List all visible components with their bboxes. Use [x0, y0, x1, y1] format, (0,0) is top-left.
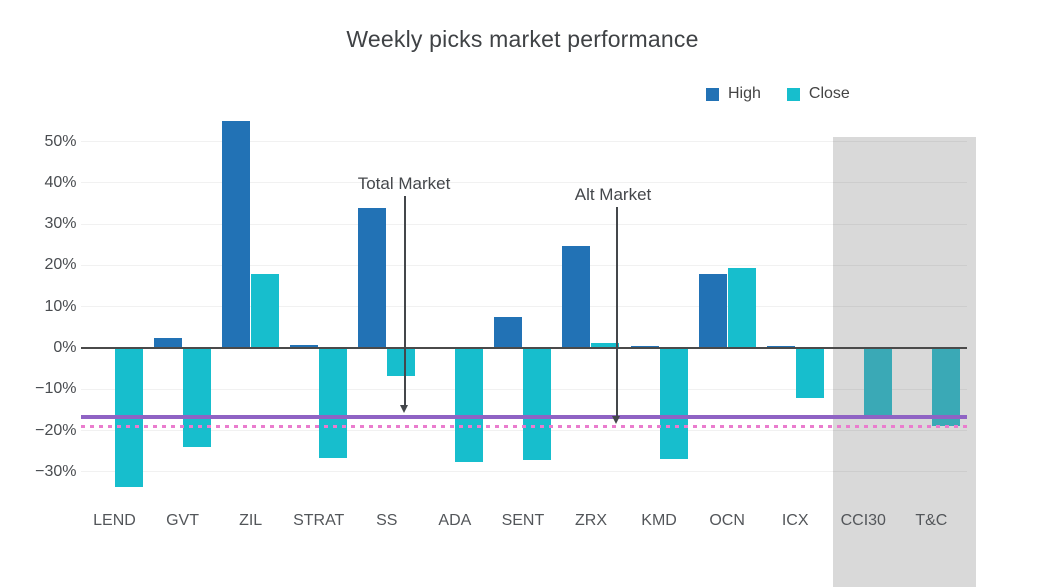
- gridline--30: [80, 471, 967, 473]
- legend-swatch-close-icon: [786, 87, 800, 101]
- bar-close-zil[interactable]: [251, 273, 280, 348]
- bar-close-kmd[interactable]: [659, 348, 688, 459]
- legend-swatch-high-icon: [706, 87, 719, 101]
- annotation-arrowhead-total-market: [400, 405, 408, 413]
- reference-line-alt-market: [80, 424, 967, 429]
- bar-high-ocn[interactable]: [698, 273, 727, 348]
- chart-title: Weekly picks market performance: [346, 26, 699, 52]
- annotation-label-total-market: Total Market: [357, 174, 451, 193]
- legend-label-close: Close: [808, 85, 850, 102]
- bar-close-ada[interactable]: [455, 348, 484, 462]
- legend: High Close: [706, 85, 850, 103]
- bar-close-ocn[interactable]: [727, 268, 756, 348]
- x-label-t-c: T&C: [915, 512, 948, 529]
- y-tick-label-30: 30%: [44, 215, 77, 233]
- bar-close-sent[interactable]: [523, 348, 552, 461]
- x-label-strat: STRAT: [293, 512, 345, 529]
- x-label-ada: ADA: [438, 512, 472, 529]
- y-tick-label-0: 0%: [53, 339, 77, 356]
- reference-line-total-market: [80, 415, 967, 419]
- bar-high-zrx[interactable]: [562, 245, 591, 348]
- legend-item-close[interactable]: Close: [786, 85, 850, 103]
- annotation-arrow-line-alt-market: [616, 207, 618, 416]
- bar-close-strat[interactable]: [319, 348, 348, 458]
- bar-high-zil[interactable]: [222, 120, 251, 348]
- x-label-kmd: KMD: [641, 512, 677, 529]
- bar-high-gvt[interactable]: [154, 337, 183, 348]
- y-tick-label-50: 50%: [44, 132, 77, 150]
- x-label-cci30: CCI30: [840, 512, 886, 529]
- annotation-arrow-line-total-market: [404, 196, 406, 405]
- x-label-sent: SENT: [501, 512, 545, 529]
- x-label-icx: ICX: [781, 512, 809, 529]
- legend-label-high: High: [728, 85, 761, 102]
- y-tick-label--20: −20%: [35, 421, 77, 439]
- legend-item-high[interactable]: High: [706, 85, 761, 103]
- annotation-label-alt-market: Alt Market: [574, 185, 652, 204]
- y-tick-label-20: 20%: [44, 256, 77, 274]
- gridline-40: [80, 182, 967, 184]
- x-label-ss: SS: [376, 512, 398, 529]
- annotation-arrowhead-alt-market: [612, 416, 620, 424]
- y-tick-label-40: 40%: [44, 173, 77, 191]
- bar-close-ss[interactable]: [387, 348, 416, 376]
- bar-close-t-c[interactable]: [931, 348, 960, 427]
- bar-close-gvt[interactable]: [183, 348, 212, 447]
- x-label-zil: ZIL: [239, 512, 263, 529]
- x-label-gvt: GVT: [166, 512, 199, 529]
- x-label-ocn: OCN: [709, 512, 745, 529]
- y-tick-label-10: 10%: [44, 297, 77, 315]
- bar-high-sent[interactable]: [494, 317, 523, 348]
- bar-close-cci30[interactable]: [863, 348, 892, 417]
- bar-close-icx[interactable]: [795, 348, 824, 398]
- x-label-lend: LEND: [93, 512, 136, 529]
- bar-close-zrx[interactable]: [591, 343, 620, 348]
- gridline-50: [80, 141, 967, 142]
- y-tick-label--30: −30%: [35, 462, 77, 480]
- gridline-10: [80, 306, 967, 308]
- gridline-30: [80, 223, 967, 225]
- y-tick-label--10: −10%: [35, 380, 77, 398]
- gridline-20: [80, 264, 967, 266]
- bar-high-ss[interactable]: [358, 207, 387, 348]
- x-label-zrx: ZRX: [574, 512, 607, 529]
- bar-high-strat[interactable]: [290, 344, 319, 348]
- zero-axis-line: [80, 346, 967, 349]
